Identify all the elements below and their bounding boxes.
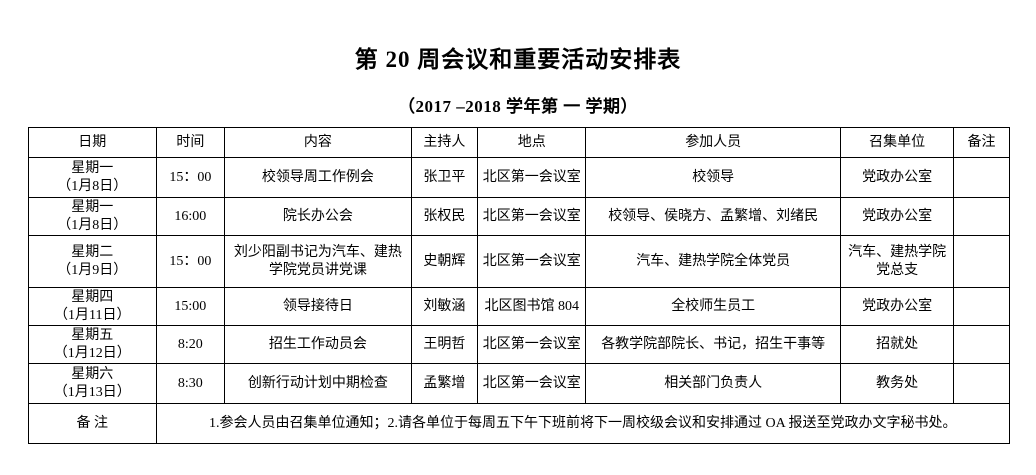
cell-host: 张卫平 <box>410 157 479 198</box>
cell-time: 15：00 <box>155 157 226 198</box>
table-row: 星期一 （1月8日） 15：00 校领导周工作例会 张卫平 北区第一会议室 校领导… <box>28 157 1010 198</box>
cell-date: 星期六 （1月13日） <box>28 363 157 404</box>
page-subtitle: （2017 –2018 学年第 一 学期） <box>398 97 638 116</box>
cell-host: 史朝辉 <box>410 235 479 288</box>
footer-row: 备 注 1.参会人员由召集单位通知；2.请各单位于每周五下午下班前将下一周校级会… <box>28 403 1011 444</box>
cell-participants: 校领导 <box>585 157 842 198</box>
header-participants: 参加人员 <box>585 127 842 158</box>
cell-content: 招生工作动员会 <box>224 325 412 364</box>
cell-date: 星期一 （1月8日） <box>28 157 157 198</box>
cell-location: 北区图书馆 804 <box>477 287 587 326</box>
header-time: 时间 <box>155 127 226 158</box>
cell-location: 北区第一会议室 <box>477 363 587 404</box>
cell-participants: 全校师生员工 <box>585 287 842 326</box>
cell-host: 刘敏涵 <box>410 287 479 326</box>
schedule-table: 日期 时间 内容 主持人 地点 参加人员 召集单位 备注 星期一 （1月8日） 1… <box>28 127 1011 444</box>
table-row: 星期二 （1月9日） 15：00 刘少阳副书记为汽车、建热学院党员讲党课 史朝辉 … <box>28 235 1010 288</box>
table-row: 星期四 （1月11日） 15:00 领导接待日 刘敏涵 北区图书馆 804 全校师… <box>28 287 1010 326</box>
page-title: 第 20 周会议和重要活动安排表 <box>354 47 682 72</box>
cell-content: 院长办公会 <box>224 197 412 236</box>
cell-time: 15：00 <box>155 235 226 288</box>
header-date: 日期 <box>28 127 157 158</box>
cell-content: 刘少阳副书记为汽车、建热学院党员讲党课 <box>224 235 412 288</box>
cell-organizer: 教务处 <box>840 363 955 404</box>
cell-remark <box>953 287 1010 326</box>
cell-content: 校领导周工作例会 <box>224 157 412 198</box>
header-row: 日期 时间 内容 主持人 地点 参加人员 召集单位 备注 <box>28 127 1010 158</box>
cell-location: 北区第一会议室 <box>477 157 587 198</box>
header-organizer: 召集单位 <box>840 127 955 158</box>
cell-location: 北区第一会议室 <box>477 325 587 364</box>
cell-organizer: 招就处 <box>840 325 955 364</box>
cell-host: 王明哲 <box>410 325 479 364</box>
table-row: 星期一 （1月8日） 16:00 院长办公会 张权民 北区第一会议室 校领导、侯晓… <box>28 197 1010 236</box>
cell-date: 星期五 （1月12日） <box>28 325 157 364</box>
table-row: 星期六 （1月13日） 8:30 创新行动计划中期检查 孟繁增 北区第一会议室 相… <box>28 363 1010 404</box>
header-remark: 备注 <box>953 127 1010 158</box>
table-row: 星期五 （1月12日） 8:20 招生工作动员会 王明哲 北区第一会议室 各教学院… <box>28 325 1010 364</box>
cell-remark <box>953 325 1010 364</box>
cell-host: 孟繁增 <box>410 363 479 404</box>
footer-notes: 1.参会人员由召集单位通知；2.请各单位于每周五下午下班前将下一周校级会议和安排… <box>155 403 1011 444</box>
cell-time: 8:20 <box>155 325 226 364</box>
cell-organizer: 党政办公室 <box>840 197 955 236</box>
cell-location: 北区第一会议室 <box>477 197 587 236</box>
cell-time: 8:30 <box>155 363 226 404</box>
cell-time: 15:00 <box>155 287 226 326</box>
footer-label: 备 注 <box>28 403 157 444</box>
cell-participants: 汽车、建热学院全体党员 <box>585 235 842 288</box>
cell-organizer: 汽车、建热学院党总支 <box>840 235 955 288</box>
cell-content: 领导接待日 <box>224 287 412 326</box>
cell-host: 张权民 <box>410 197 479 236</box>
cell-participants: 各教学院部院长、书记，招生干事等 <box>585 325 842 364</box>
cell-organizer: 党政办公室 <box>840 157 955 198</box>
cell-date: 星期四 （1月11日） <box>28 287 157 326</box>
cell-remark <box>953 157 1010 198</box>
cell-content: 创新行动计划中期检查 <box>224 363 412 404</box>
cell-participants: 相关部门负责人 <box>585 363 842 404</box>
cell-date: 星期二 （1月9日） <box>28 235 157 288</box>
header-host: 主持人 <box>410 127 479 158</box>
header-location: 地点 <box>477 127 587 158</box>
header-content: 内容 <box>224 127 412 158</box>
cell-time: 16:00 <box>155 197 226 236</box>
cell-remark <box>953 363 1010 404</box>
cell-location: 北区第一会议室 <box>477 235 587 288</box>
cell-remark <box>953 197 1010 236</box>
cell-participants: 校领导、侯晓方、孟繁增、刘绪民 <box>585 197 842 236</box>
cell-organizer: 党政办公室 <box>840 287 955 326</box>
cell-remark <box>953 235 1010 288</box>
cell-date: 星期一 （1月8日） <box>28 197 157 236</box>
